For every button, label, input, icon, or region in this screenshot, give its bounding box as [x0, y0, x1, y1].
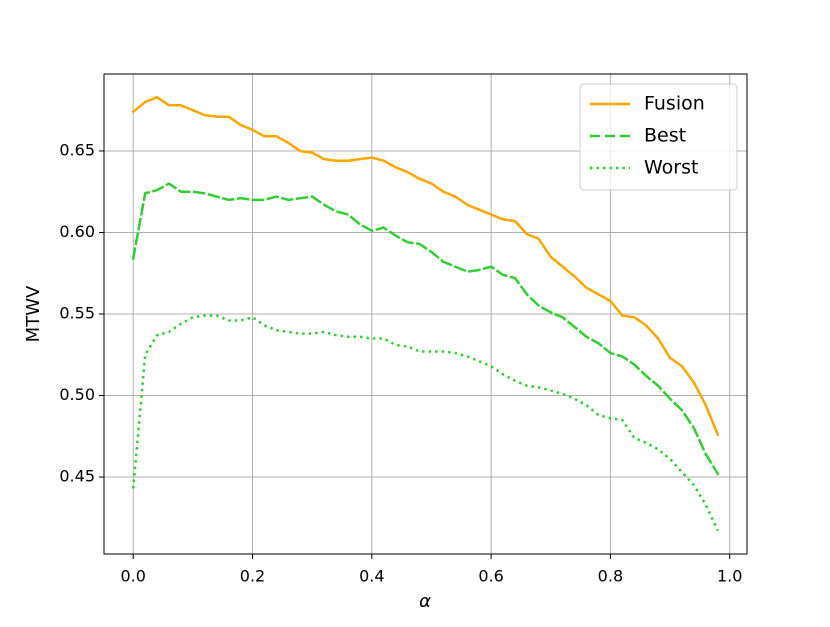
y-axis-label: MTWV: [23, 285, 44, 342]
y-tick-label: 0.50: [59, 385, 95, 404]
x-tick-label: 0.2: [240, 567, 265, 586]
series-line: [131, 314, 719, 532]
x-tick-label: 1.0: [717, 567, 742, 586]
y-tick-label: 0.60: [59, 222, 95, 241]
x-tick-label: 0.6: [478, 567, 503, 586]
legend-label: Best: [644, 125, 686, 147]
legend-box: [579, 83, 738, 191]
x-tick-label: 0.4: [359, 567, 384, 586]
legend-label: Fusion: [644, 93, 705, 115]
x-tick-label: 0.8: [598, 567, 623, 586]
y-tick-label: 0.45: [59, 467, 95, 486]
y-tick-label: 0.55: [59, 304, 95, 323]
x-axis-label: α: [419, 591, 431, 612]
series-line: [131, 95, 720, 437]
y-tick-label: 0.65: [59, 140, 95, 159]
legend-label: Worst: [644, 157, 698, 179]
plot-frame: [103, 73, 748, 555]
x-tick-label: 0.0: [121, 567, 146, 586]
series-line: [131, 182, 720, 476]
